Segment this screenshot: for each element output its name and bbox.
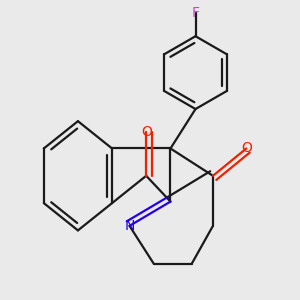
Text: O: O <box>241 142 252 155</box>
Text: N: N <box>124 219 135 233</box>
Text: O: O <box>141 125 152 139</box>
Text: F: F <box>191 7 200 20</box>
